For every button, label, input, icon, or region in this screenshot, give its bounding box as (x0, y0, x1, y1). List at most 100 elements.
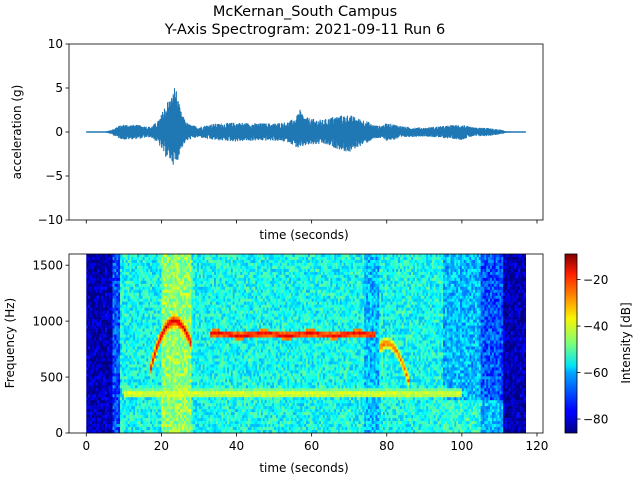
spectrogram-cell (88, 409, 91, 413)
spectrogram-cell (174, 271, 177, 276)
spectrogram-cell (187, 352, 190, 356)
spectrogram-cell (99, 394, 102, 398)
spectrogram-cell (135, 307, 138, 311)
spectrogram-cell (150, 415, 153, 419)
spectrogram-cell (86, 406, 89, 410)
spectrogram-cell (174, 277, 177, 282)
spectrogram-cell (191, 427, 194, 431)
spectrogram-cell (236, 298, 239, 303)
spectrogram-cell (152, 358, 155, 362)
spectrogram-cell (105, 313, 108, 317)
spectrogram-cell (227, 313, 230, 317)
spectrogram-cell (97, 376, 100, 380)
spectrogram-cell (219, 367, 222, 371)
spectrogram-cell (90, 277, 93, 282)
spectrogram-cell (127, 283, 130, 288)
spectrogram-cell (140, 328, 143, 332)
spectrogram-cell (189, 301, 192, 306)
spectrogram-cell (213, 352, 217, 356)
spectrogram-cell (153, 262, 157, 267)
spectrogram-cell (142, 409, 145, 413)
spectrogram-cell (212, 343, 215, 347)
spectrogram-cell (172, 262, 175, 267)
spectrogram-cell (144, 355, 147, 359)
spectrogram-cell (131, 274, 134, 279)
spectrogram-cell (88, 373, 91, 377)
spectrogram-cell (140, 289, 143, 294)
spectrogram-cell (123, 406, 127, 410)
spectrogram-cell (127, 427, 130, 431)
spectrogram-cell (227, 367, 230, 371)
spectrogram-cell (223, 340, 226, 344)
spectrogram-cell (108, 254, 111, 258)
spectrogram-cell (215, 415, 219, 419)
spectrogram-cell (206, 313, 209, 317)
spectrogram-cell (197, 331, 200, 335)
spectrogram-cell (163, 403, 166, 407)
spectrogram-cell (155, 367, 158, 371)
spectrogram-cell (202, 310, 205, 314)
spectrogram-cell (230, 397, 234, 401)
spectrogram-cell (238, 373, 241, 377)
spectrogram-cell (129, 256, 132, 261)
spectrogram-cell (127, 331, 130, 335)
spectrogram-cell (232, 322, 235, 326)
spectrogram-cell (202, 358, 205, 362)
spectrogram-cell (174, 430, 177, 434)
spectrogram-cell (116, 430, 119, 434)
spectrogram-cell (221, 319, 224, 323)
spectrogram-cell (161, 430, 164, 434)
spectrogram-cell (215, 364, 219, 368)
spectrogram-cell (97, 424, 100, 428)
spectrogram-cell (140, 343, 143, 347)
spectrogram-cell (165, 259, 168, 264)
spectrogram-cell (95, 373, 98, 377)
spectrogram-cell (185, 289, 188, 294)
spectrogram-cell (103, 292, 106, 297)
spectrogram-cell (161, 286, 164, 291)
spectrogram-cell (148, 337, 151, 341)
spectrogram-cell (219, 409, 222, 413)
spectrogram-cell (227, 301, 230, 306)
spectrogram-cell (227, 259, 230, 264)
spectrogram-cell (198, 376, 202, 380)
spectrogram-cell (138, 415, 142, 419)
spectrogram-cell (127, 346, 130, 350)
spectrogram-cell (198, 322, 202, 326)
spectrogram-cell (144, 331, 147, 335)
spectrogram-cell (208, 409, 211, 413)
spectrogram-cell (106, 280, 110, 285)
spectrogram-cell (112, 310, 115, 314)
spectrogram-cell (185, 259, 188, 264)
spectrogram-cell (88, 292, 91, 297)
spectrogram-cell (150, 382, 153, 386)
spectrogram-cell (161, 280, 164, 285)
spectrogram-cell (159, 328, 162, 332)
spectrogram-cell (101, 403, 104, 407)
spectrogram-cell (223, 295, 226, 300)
spectrogram-cell (157, 331, 160, 335)
spectrogram-cell (182, 325, 185, 329)
spectrogram-cell (105, 418, 108, 422)
spectrogram-cell (135, 355, 138, 359)
spectrogram-cell (178, 286, 181, 291)
spectrogram-cell (229, 409, 232, 413)
spectrogram-cell (185, 382, 188, 386)
spectrogram-cell (140, 254, 143, 258)
spectrogram-cell (86, 286, 89, 291)
spectrogram-cell (172, 382, 175, 386)
spectrogram-cell (229, 391, 232, 395)
spectrogram-cell (236, 397, 239, 401)
spectrogram-cell (195, 271, 198, 276)
spectrogram-cell (189, 277, 192, 282)
spectrogram-cell (198, 424, 202, 428)
spectrogram-cell (125, 292, 128, 297)
spectrogram-cell (163, 349, 166, 353)
spectrogram-cell (185, 346, 188, 350)
spectrogram-cell (142, 343, 145, 347)
spectrogram-cell (106, 349, 110, 353)
spectrogram-cell (93, 268, 96, 273)
spectrogram-cell (202, 298, 205, 303)
spectrogram-cell (174, 274, 177, 279)
spectrogram-cell (191, 409, 194, 413)
